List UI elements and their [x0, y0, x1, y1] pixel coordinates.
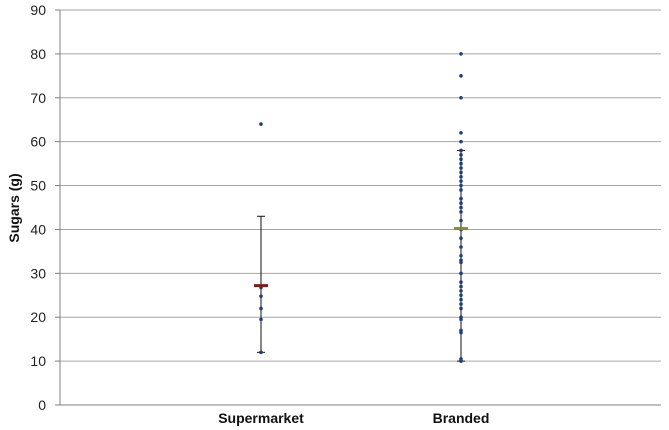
data-point: [459, 196, 463, 201]
y-tick-label: 0: [38, 397, 46, 413]
data-point: [459, 166, 463, 170]
data-point: [459, 161, 463, 166]
data-point: [459, 174, 463, 179]
y-axis-title: Sugars (g): [6, 173, 22, 242]
data-point: [459, 188, 463, 192]
series-marks: [254, 52, 468, 363]
data-point: [459, 205, 463, 210]
data-point: [459, 271, 463, 276]
category-label: Supermarket: [218, 410, 304, 426]
data-point: [459, 52, 463, 56]
y-tick-label: 50: [30, 178, 46, 194]
data-point: [459, 183, 463, 188]
data-point: [259, 317, 263, 322]
data-point: [459, 131, 463, 135]
y-tick-label: 60: [30, 134, 46, 150]
y-tick-label: 40: [30, 221, 46, 237]
data-point: [459, 153, 463, 157]
mean-marker: [454, 227, 468, 231]
mean-marker: [254, 284, 268, 288]
data-point: [459, 139, 463, 144]
y-tick-label: 30: [30, 265, 46, 281]
y-tick-label: 80: [30, 46, 46, 62]
data-point: [459, 218, 463, 223]
data-point: [459, 302, 463, 306]
data-point: [459, 258, 463, 262]
data-point: [459, 210, 463, 214]
y-tick-label: 70: [30, 90, 46, 106]
gridlines: [60, 9, 661, 362]
data-point: [459, 179, 463, 183]
data-point: [459, 236, 463, 241]
data-point: [459, 289, 463, 293]
data-point: [459, 157, 463, 162]
data-point: [259, 294, 263, 298]
y-tick-labels: 0 10 20 30 40 50 60 70 80 90: [30, 2, 46, 413]
data-point: [459, 293, 463, 298]
data-point: [459, 280, 463, 284]
data-point: [459, 201, 463, 205]
data-point: [459, 297, 463, 302]
data-point: [459, 74, 463, 78]
data-point: [459, 253, 463, 258]
category-label: Branded: [433, 410, 490, 426]
axes: [55, 9, 661, 406]
data-point: [459, 357, 463, 361]
data-point: [459, 170, 463, 175]
data-point: [459, 315, 463, 320]
data-point: [259, 306, 263, 311]
series-group: [454, 52, 468, 363]
data-point: [259, 350, 263, 355]
data-point: [459, 284, 463, 289]
data-point: [459, 328, 463, 333]
y-tick-label: 20: [30, 309, 46, 325]
series-group: [254, 122, 268, 355]
data-point: [259, 122, 263, 126]
category-labels: Supermarket Branded: [218, 410, 489, 426]
data-point: [459, 245, 463, 249]
data-point: [459, 95, 463, 100]
y-tick-label: 90: [30, 2, 46, 18]
data-point: [459, 148, 463, 153]
data-point: [459, 306, 463, 311]
y-tick-label: 10: [30, 353, 46, 369]
